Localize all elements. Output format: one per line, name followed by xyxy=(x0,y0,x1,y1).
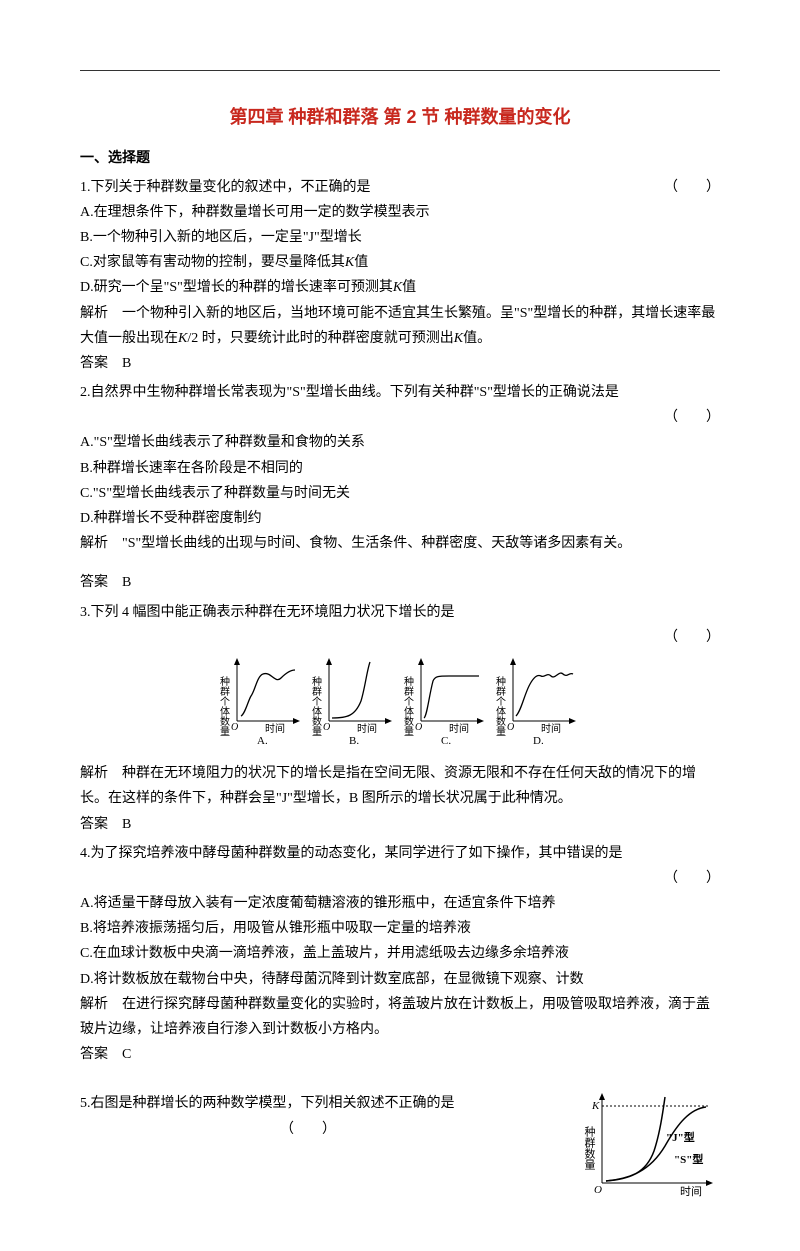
section-heading: 一、选择题 xyxy=(80,145,720,170)
q2-option-d: D.种群增长不受种群密度制约 xyxy=(80,506,720,531)
svg-text:时间: 时间 xyxy=(680,1185,702,1198)
svg-text:时间: 时间 xyxy=(357,722,377,735)
svg-text:种群个体数量: 种群个体数量 xyxy=(402,675,414,736)
q4-analysis: 解析 在进行探究酵母菌种群数量变化的实验时，将盖玻片放在计数板上，用吸管吸取培养… xyxy=(80,992,720,1042)
q2-stem: 2.自然界中生物种群增长常表现为"S"型增长曲线。下列有关种群"S"型增长的正确… xyxy=(80,380,619,405)
svg-text:C.: C. xyxy=(441,735,451,746)
chapter-title: 第四章 种群和群落 第 2 节 种群数量的变化 xyxy=(80,101,720,133)
q4-answer: 答案 C xyxy=(80,1042,720,1067)
q1-option-a: A.在理想条件下，种群数量增长可用一定的数学模型表示 xyxy=(80,200,720,225)
svg-text:种群个体数量: 种群个体数量 xyxy=(218,675,230,736)
svg-text:A.: A. xyxy=(257,735,268,746)
q3-answer: 答案 B xyxy=(80,812,720,837)
q5-figure: 种群数量 O 时间 K "J"型 "S"型 xyxy=(580,1091,720,1210)
q2-option-c: C."S"型增长曲线表示了种群数量与时间无关 xyxy=(80,481,720,506)
q1-stem: 1.下列关于种群数量变化的叙述中，不正确的是 xyxy=(80,175,371,200)
q1-option-b: B.一个物种引入新的地区后，一定呈"J"型增长 xyxy=(80,225,720,250)
q1-answer: 答案 B xyxy=(80,351,720,376)
q1-analysis: 解析 一个物种引入新的地区后，当地环境可能不适宜其生长繁殖。呈"S"型增长的种群… xyxy=(80,301,720,351)
q4-option-c: C.在血球计数板中央滴一滴培养液，盖上盖玻片，并用滤纸吸去边缘多余培养液 xyxy=(80,941,720,966)
q1-paren: （ ） xyxy=(664,175,720,200)
q3-stem: 3.下列 4 幅图中能正确表示种群在无环境阻力状况下增长的是 xyxy=(80,600,720,625)
q3-charts: 种群个体数量 O 时间 A. 种群个体数量 O 时间 B. xyxy=(80,656,720,755)
svg-text:种群个体数量: 种群个体数量 xyxy=(310,675,322,736)
q2-option-b: B.种群增长速率在各阶段是不相同的 xyxy=(80,456,720,481)
svg-text:B.: B. xyxy=(349,735,359,746)
q4-option-d: D.将计数板放在载物台中央，待酵母菌沉降到计数室底部，在显微镜下观察、计数 xyxy=(80,967,720,992)
q4-option-a: A.将适量干酵母放入装有一定浓度葡萄糖溶液的锥形瓶中，在适宜条件下培养 xyxy=(80,891,720,916)
svg-text:O: O xyxy=(594,1184,602,1196)
q2-option-a: A."S"型增长曲线表示了种群数量和食物的关系 xyxy=(80,430,720,455)
q4-option-b: B.将培养液振荡摇匀后，用吸管从锥形瓶中吸取一定量的培养液 xyxy=(80,916,720,941)
q5-paren: （ ） xyxy=(280,1122,336,1137)
svg-text:时间: 时间 xyxy=(265,722,285,735)
q2-stem-cont: （ ） xyxy=(80,405,720,430)
svg-text:O: O xyxy=(415,722,422,733)
q4-paren: （ ） xyxy=(664,871,720,886)
svg-text:时间: 时间 xyxy=(541,722,561,735)
q2-analysis: 解析 "S"型增长曲线的出现与时间、食物、生活条件、种群密度、天敌等诸多因素有关… xyxy=(80,531,720,556)
q1-option-d: D.研究一个呈"S"型增长的种群的增长速率可预测其K值 xyxy=(80,275,720,300)
svg-text:"J"型: "J"型 xyxy=(666,1130,695,1144)
q2-answer: 答案 B xyxy=(80,570,720,595)
q4-stem: 4.为了探究培养液中酵母菌种群数量的动态变化，某同学进行了如下操作，其中错误的是 xyxy=(80,841,720,866)
svg-text:O: O xyxy=(507,722,514,733)
q3-analysis: 解析 种群在无环境阻力的状况下的增长是指在空间无限、资源无限和不存在任何天敌的情… xyxy=(80,761,720,811)
q1-option-c: C.对家鼠等有害动物的控制，要尽量降低其K值 xyxy=(80,250,720,275)
svg-text:时间: 时间 xyxy=(449,722,469,735)
q3-paren: （ ） xyxy=(664,630,720,645)
svg-text:"S"型: "S"型 xyxy=(674,1152,703,1166)
svg-text:D.: D. xyxy=(533,735,544,746)
svg-text:O: O xyxy=(323,722,330,733)
svg-text:K: K xyxy=(591,1100,600,1112)
svg-text:种群个体数量: 种群个体数量 xyxy=(494,675,506,736)
svg-text:O: O xyxy=(231,722,238,733)
